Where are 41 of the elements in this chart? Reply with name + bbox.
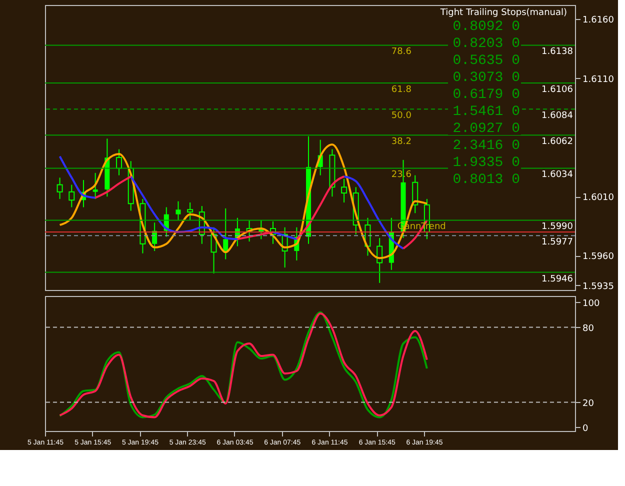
annotation: 0.5635 0 bbox=[452, 53, 520, 69]
y-tick-label: 1.6160 bbox=[582, 16, 614, 26]
ref-line-label: 1.5990 bbox=[542, 222, 574, 232]
annotation: 0.3073 0 bbox=[452, 70, 520, 86]
ref-line-label: 1.6034 bbox=[542, 170, 574, 180]
annotation: 50.0 bbox=[391, 111, 412, 122]
y-tick-label: 80 bbox=[582, 324, 594, 334]
ref-line-label: 1.6062 bbox=[542, 137, 573, 148]
annotation: 38.2 bbox=[391, 137, 412, 148]
candlestick bbox=[412, 174, 418, 214]
annotation: 2.0927 0 bbox=[452, 121, 520, 137]
candlestick bbox=[68, 184, 75, 208]
y-tick-label: 20 bbox=[582, 398, 594, 409]
annotation: 0.8092 0 bbox=[452, 19, 520, 35]
annotation: 1.5461 0 bbox=[452, 104, 520, 120]
ref-line-label: 1.5977 bbox=[542, 238, 573, 248]
annotation: 1.9335 0 bbox=[452, 155, 520, 171]
ref-line-label: 1.6084 bbox=[542, 111, 574, 122]
candlestick bbox=[376, 237, 383, 284]
candlestick bbox=[92, 172, 98, 200]
annotation: 0.8013 0 bbox=[452, 172, 520, 188]
annotation: Tight Trailing Stops(manual) bbox=[439, 8, 567, 18]
annotation: 0.8203 0 bbox=[452, 36, 520, 52]
y-tick-label: 100 bbox=[582, 298, 600, 309]
candlestick bbox=[341, 178, 348, 203]
candlestick bbox=[116, 148, 122, 176]
candlestick bbox=[176, 200, 181, 221]
y-tick-label: 0 bbox=[582, 424, 588, 434]
annotation: 61.8 bbox=[391, 85, 412, 96]
y-tick-label: 1.5935 bbox=[582, 282, 614, 292]
annotation: 78.6 bbox=[391, 47, 412, 58]
ref-line-label: 1.6138 bbox=[542, 47, 574, 58]
ref-line-label: 1.5946 bbox=[542, 274, 574, 284]
annotation: 2.3416 0 bbox=[452, 138, 520, 154]
annotation: 0.6179 0 bbox=[452, 87, 520, 103]
y-tick-label: 1.5960 bbox=[582, 252, 614, 262]
y-tick-label: 1.6010 bbox=[582, 193, 614, 204]
candlestick bbox=[56, 177, 63, 200]
ref-line-label: 1.6106 bbox=[542, 85, 574, 96]
candlestick bbox=[187, 202, 194, 221]
y-tick-label: 1.6110 bbox=[582, 74, 614, 85]
